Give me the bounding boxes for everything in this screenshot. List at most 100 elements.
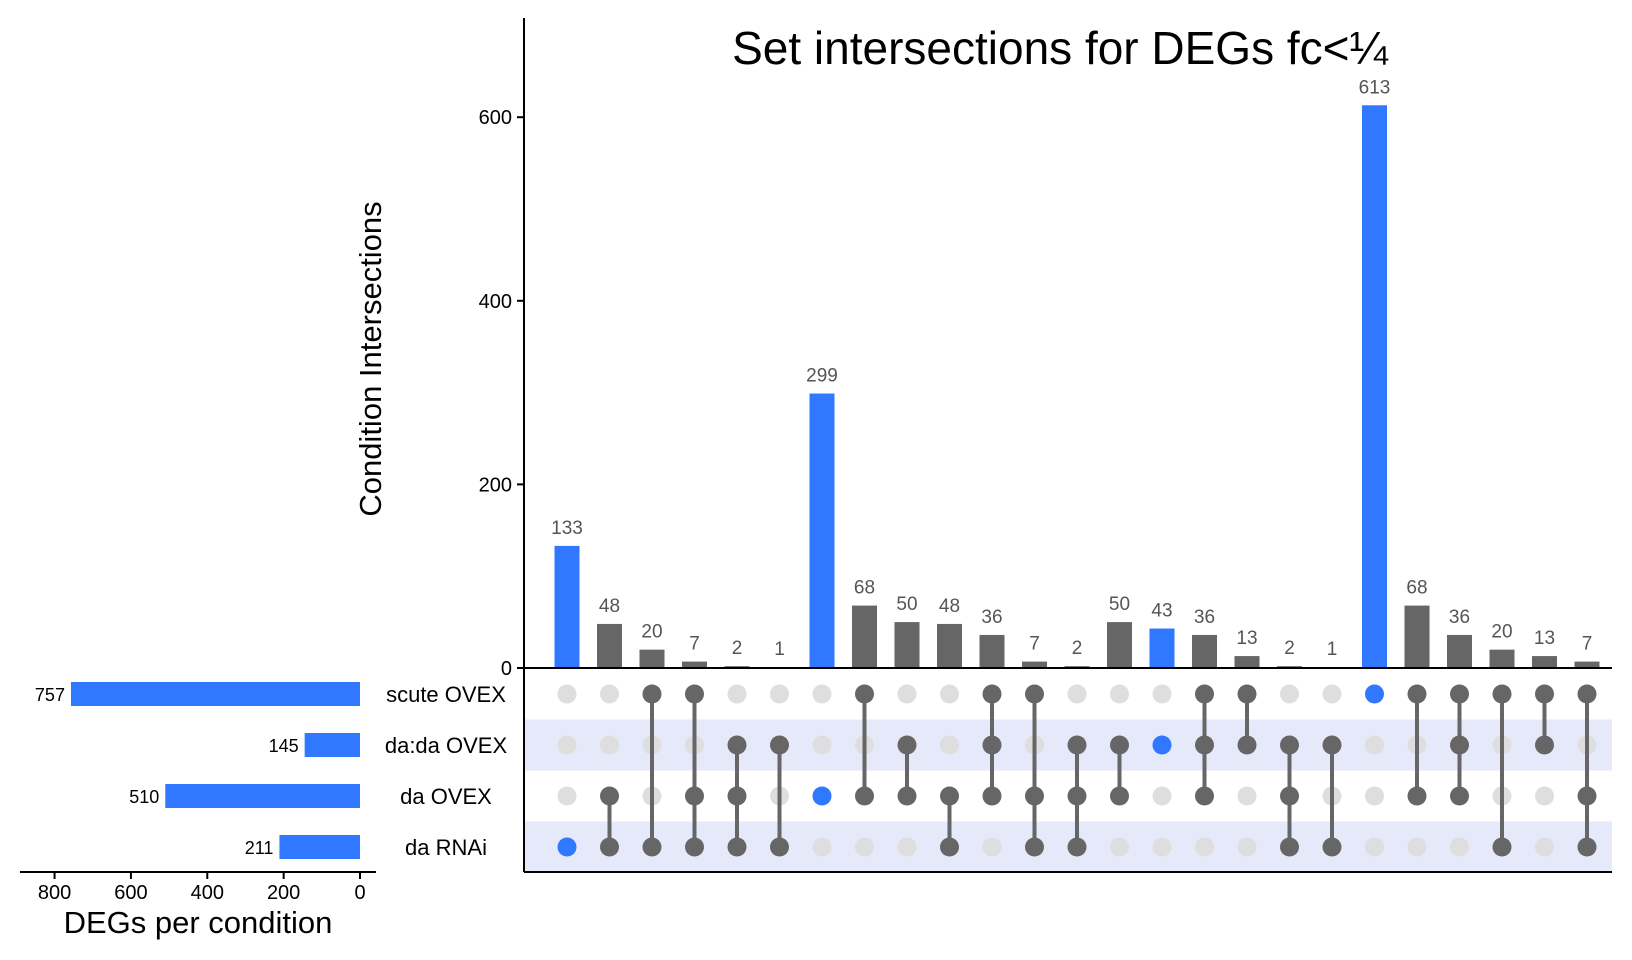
intersection-value-label: 50 [1109, 594, 1130, 615]
matrix-dot-filled [685, 837, 704, 857]
set-size-value-label: 757 [35, 685, 65, 705]
matrix-dot-empty [557, 735, 577, 755]
matrix-dot-filled [1407, 684, 1427, 704]
matrix-dot-filled [770, 735, 789, 755]
matrix-dot-empty [557, 786, 577, 806]
set-name-label: scute OVEX [386, 682, 506, 707]
set-size-tick-label: 800 [38, 882, 71, 904]
set-size-tick-label: 400 [191, 882, 224, 904]
matrix-dot-filled [1407, 786, 1427, 806]
intersection-bar [1532, 656, 1557, 668]
y-tick-label: 400 [479, 291, 512, 313]
intersection-bar [979, 634, 1005, 668]
intersection-value-label: 7 [1029, 634, 1040, 655]
matrix-dot-filled [600, 786, 619, 806]
matrix-dot-empty [600, 684, 619, 704]
intersection-bar [1362, 105, 1387, 669]
intersection-value-label: 68 [1406, 578, 1427, 599]
y-axis-label: Condition Intersections [353, 201, 388, 516]
matrix-dot-filled [1322, 837, 1342, 857]
intersection-bar [1022, 661, 1047, 668]
matrix-dot-empty [940, 684, 959, 704]
matrix-dot-empty [1280, 684, 1299, 704]
matrix-dot-filled [557, 837, 577, 857]
matrix-dot-filled [685, 684, 704, 704]
y-tick-label: 200 [479, 474, 512, 496]
intersection-bar [1447, 634, 1472, 668]
intersection-value-label: 1 [1327, 639, 1338, 660]
matrix-dot-filled [1577, 837, 1597, 857]
matrix-dot-filled [600, 837, 619, 857]
matrix-dot-filled [770, 837, 789, 857]
intersection-value-label: 13 [1534, 628, 1555, 649]
matrix-dot-filled [1365, 684, 1384, 704]
set-size-bar [279, 835, 360, 859]
intersection-value-label: 133 [551, 518, 583, 539]
matrix-dot-empty [1110, 684, 1129, 704]
matrix-dot-empty [812, 684, 832, 704]
intersection-value-label: 43 [1151, 601, 1172, 622]
matrix-dot-filled [1450, 735, 1469, 755]
set-size-tick-label: 0 [354, 882, 365, 904]
intersection-value-label: 36 [1449, 607, 1470, 628]
intersection-value-label: 13 [1236, 628, 1257, 649]
matrix-dot-filled [982, 735, 1002, 755]
intersection-bar [1107, 622, 1132, 668]
matrix-dot-filled [1577, 684, 1597, 704]
intersection-bar [852, 605, 877, 668]
matrix-dot-filled [940, 786, 959, 806]
intersection-bars: 133 48 20 7 2 1 299 68 50 48 36 7 2 50 43 36 13 2 1 613 68 36… [551, 77, 1600, 669]
intersection-bar [1574, 661, 1600, 668]
matrix-dot-empty [1450, 837, 1469, 857]
matrix-dot-empty [1152, 837, 1172, 857]
matrix-dot-filled [1237, 735, 1257, 755]
intersection-bar [1192, 634, 1217, 668]
set-size-bar [70, 682, 360, 706]
matrix-dot-empty [1535, 786, 1554, 806]
intersection-bar [639, 649, 665, 668]
intersection-value-label: 613 [1359, 77, 1391, 98]
intersection-bar [682, 661, 707, 668]
intersection-bar [1404, 605, 1430, 668]
matrix-dot-empty [1067, 684, 1087, 704]
set-size-value-label: 145 [269, 736, 299, 756]
matrix-dot-filled [1492, 837, 1512, 857]
matrix-dot-empty [897, 684, 917, 704]
y-tick-label: 600 [479, 107, 512, 129]
matrix-dot-empty [1237, 786, 1257, 806]
matrix-dot-filled [940, 837, 959, 857]
intersection-value-label: 48 [599, 596, 620, 617]
matrix-dot-filled [1195, 735, 1214, 755]
intersection-value-label: 20 [641, 622, 662, 643]
intersection-bar [1234, 656, 1260, 668]
matrix-dot-empty [770, 684, 789, 704]
matrix-dot-empty [1152, 786, 1172, 806]
matrix-dot-filled [855, 684, 874, 704]
intersection-value-label: 7 [1582, 634, 1593, 655]
matrix-dot-empty [855, 837, 874, 857]
matrix-dot-empty [812, 837, 832, 857]
set-name-label: da:da OVEX [385, 733, 508, 758]
matrix-dot-filled [642, 837, 662, 857]
intersection-value-label: 36 [981, 607, 1002, 628]
matrix-dot-empty [1365, 786, 1384, 806]
matrix-dot-filled [1280, 735, 1299, 755]
intersection-bar [809, 393, 835, 668]
matrix-dot-filled [727, 837, 747, 857]
matrix-dot-filled [1152, 735, 1172, 755]
matrix-dot-filled [685, 786, 704, 806]
intersection-bar [1149, 628, 1175, 668]
matrix-dot-filled [1195, 684, 1214, 704]
intersection-value-label: 48 [939, 596, 960, 617]
intersection-value-label: 50 [896, 594, 917, 615]
matrix-dot-filled [1450, 684, 1469, 704]
matrix-dot-empty [600, 735, 619, 755]
intersection-value-label: 299 [806, 366, 838, 387]
matrix-dot-filled [727, 786, 747, 806]
set-size-axis-label: DEGs per condition [64, 905, 333, 940]
y-tick-label: 0 [501, 658, 512, 680]
matrix-dot-filled [1280, 786, 1299, 806]
intersection-bar [1489, 649, 1515, 668]
matrix-dot-empty [1195, 837, 1214, 857]
matrix-dot-filled [897, 786, 917, 806]
